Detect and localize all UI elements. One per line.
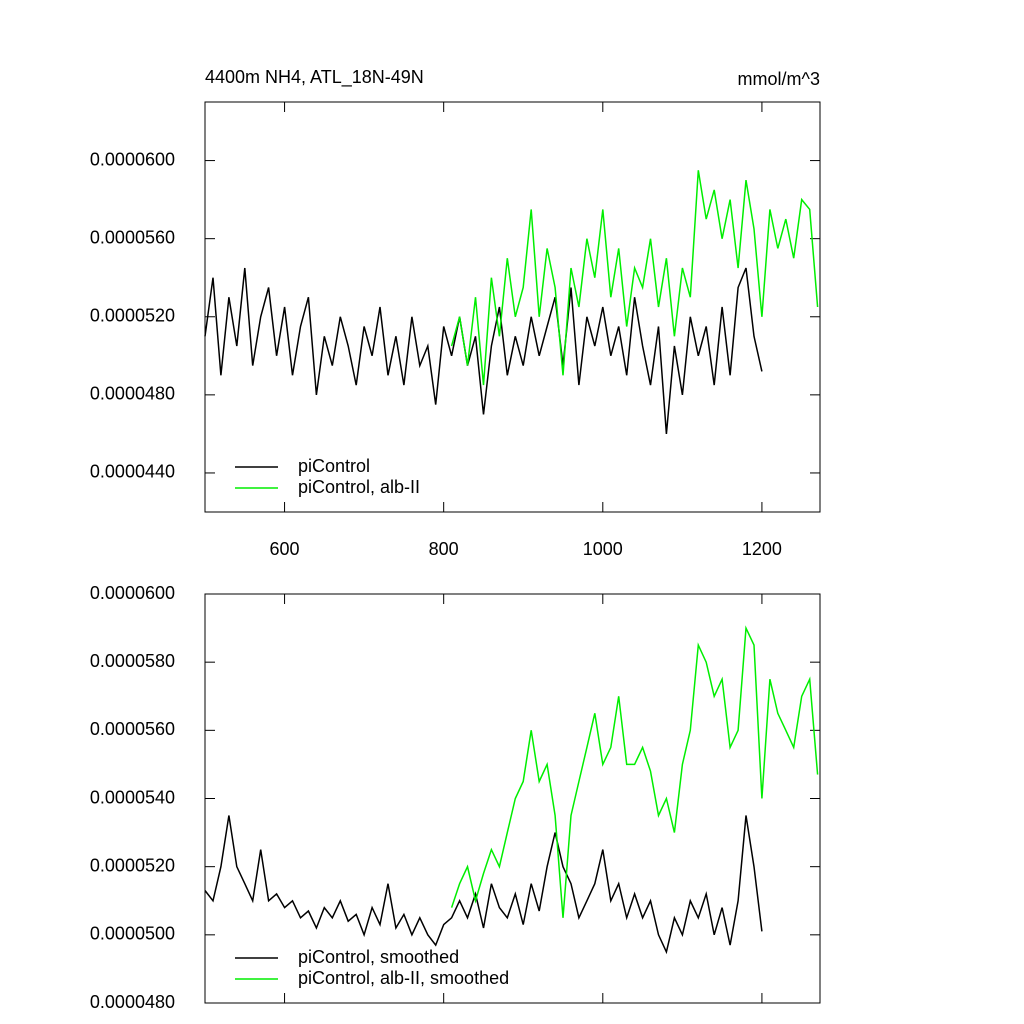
y-tick-label: 0.0000500 [90, 924, 175, 944]
legend-label: piControl, smoothed [298, 947, 459, 967]
y-tick-label: 0.0000600 [90, 583, 175, 603]
series-line [450, 170, 819, 386]
y-tick-label: 0.0000480 [90, 992, 175, 1012]
x-tick-label: 1200 [742, 539, 782, 559]
y-tick-label: 0.0000520 [90, 855, 175, 875]
series-line [204, 815, 763, 955]
x-tick-label: 1000 [583, 539, 623, 559]
units-label: mmol/m^3 [738, 69, 820, 89]
y-tick-label: 0.0000560 [90, 227, 175, 247]
y-tick-label: 0.0000480 [90, 384, 175, 404]
series-line [450, 625, 819, 918]
series-line [204, 267, 763, 434]
y-tick-label: 0.0000440 [90, 462, 175, 482]
plot-frame [204, 101, 821, 513]
legend-label: piControl, alb-II [298, 477, 420, 497]
x-tick-label: 800 [429, 539, 459, 559]
y-tick-label: 0.0000560 [90, 719, 175, 739]
legend-label: piControl [298, 456, 370, 476]
y-tick-label: 0.0000540 [90, 787, 175, 807]
legend-label: piControl, alb-II, smoothed [298, 968, 509, 988]
y-tick-label: 0.0000520 [90, 306, 175, 326]
chart-title: 4400m NH4, ATL_18N-49N [205, 67, 424, 88]
x-tick-label: 600 [270, 539, 300, 559]
y-tick-label: 0.0000600 [90, 149, 175, 169]
y-tick-label: 0.0000580 [90, 651, 175, 671]
